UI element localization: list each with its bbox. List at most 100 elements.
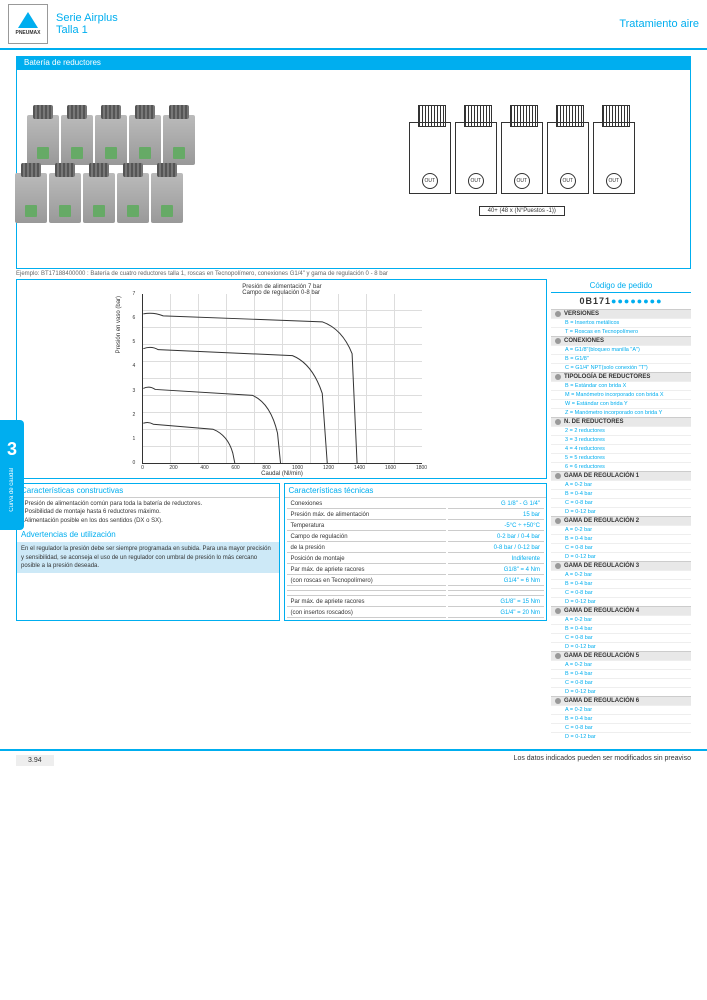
constructive-item: - Alimentación posible en los dos sentid…: [21, 517, 275, 525]
xtick: 1200: [323, 465, 334, 471]
bullet-icon: [555, 653, 561, 659]
code-option: 3 = 3 reductores: [551, 435, 691, 444]
code-option: A = 0-2 bar: [551, 480, 691, 489]
code-group-header: GAMA DE REGULACIÓN 4: [551, 607, 691, 615]
tech-value: Indiferente: [448, 555, 544, 564]
code-option: D = 0-12 bar: [551, 597, 691, 606]
tech-value: 15 bar: [448, 511, 544, 520]
code-group: N. DE REDUCTORES2 = 2 reductores3 = 3 re…: [551, 417, 691, 471]
tech-value: G1/8" = 4 Nm: [448, 566, 544, 575]
code-variable: ●●●●●●●●: [611, 296, 663, 306]
code-option: B = 0-4 bar: [551, 669, 691, 678]
code-option: D = 0-12 bar: [551, 552, 691, 561]
page-number: 3.94: [16, 755, 54, 766]
flow-chart: Presión de alimentación 7 barCampo de re…: [142, 294, 422, 464]
code-option: B = 0-4 bar: [551, 714, 691, 723]
section-label: Curva de caudal: [9, 468, 15, 512]
tech-label: [287, 593, 446, 596]
page-header: PNEUMAX Serie Airplus Talla 1 Tratamient…: [0, 0, 707, 50]
tech-label: Posición de montaje: [287, 555, 446, 564]
regulator-row-top: [27, 115, 344, 165]
dimension-formula: 40+ (48 x (N°Puestos -1)): [479, 206, 565, 216]
tech-value: 0-2 bar / 0-4 bar: [448, 533, 544, 542]
code-option: C = 0-8 bar: [551, 588, 691, 597]
code-option: A = G1/8"(bloqueo manilla "A"): [551, 345, 691, 354]
drawing-regulator: [455, 122, 497, 194]
logo: PNEUMAX: [8, 4, 48, 44]
product-image-box: 40+ (48 x (N°Puestos -1)): [16, 69, 691, 269]
content-area: Presión de alimentación 7 barCampo de re…: [16, 279, 691, 741]
tech-label: Par máx. de apriete racores: [287, 598, 446, 607]
tech-value: G 1/8" - G 1/4": [448, 500, 544, 509]
tech-label: Par máx. de apriete racores: [287, 566, 446, 575]
section-title: Batería de reductores: [16, 56, 691, 69]
xtick: 200: [169, 465, 177, 471]
technical-title: Características técnicas: [285, 484, 547, 498]
tech-value: G1/4" = 20 Nm: [448, 609, 544, 618]
tech-label: (con insertos roscados): [287, 609, 446, 618]
code-group: GAMA DE REGULACIÓN 4A = 0-2 barB = 0-4 b…: [551, 606, 691, 651]
tech-label: Presión máx. de alimentación: [287, 511, 446, 520]
bullet-icon: [555, 338, 561, 344]
regulator-unit: [83, 173, 115, 223]
code-group-header: GAMA DE REGULACIÓN 1: [551, 472, 691, 480]
header-left: Serie Airplus Talla 1: [56, 12, 619, 36]
code-group-header: VERSIONES: [551, 310, 691, 318]
code-option: C = G1/4" NPT(solo conexión "T"): [551, 363, 691, 372]
tech-label: (con roscas en Tecnopolímero): [287, 577, 446, 586]
code-group-header: GAMA DE REGULACIÓN 5: [551, 652, 691, 660]
table-row: Campo de regulación0-2 bar / 0-4 bar: [287, 533, 545, 542]
ytick: 0: [133, 460, 136, 466]
code-option: B = Insertos metálicos: [551, 318, 691, 327]
regulator-unit: [151, 173, 183, 223]
ytick: 3: [133, 388, 136, 394]
code-option: D = 0-12 bar: [551, 642, 691, 651]
technical-table: ConexionesG 1/8" - G 1/4" Presión máx. de…: [285, 498, 547, 620]
code-group: VERSIONESB = Insertos metálicosT = Rosca…: [551, 309, 691, 336]
order-code-title: Código de pedido: [551, 279, 691, 293]
bullet-icon: [555, 518, 561, 524]
code-group: TIPOLOGÍA DE REDUCTORESB = Estándar con …: [551, 372, 691, 417]
code-option: B = G1/8": [551, 354, 691, 363]
xtick: 1000: [292, 465, 303, 471]
order-code-column: Código de pedido 0B171●●●●●●●● VERSIONES…: [551, 279, 691, 741]
code-group: GAMA DE REGULACIÓN 2A = 0-2 barB = 0-4 b…: [551, 516, 691, 561]
code-group: GAMA DE REGULACIÓN 3A = 0-2 barB = 0-4 b…: [551, 561, 691, 606]
regulator-unit: [61, 115, 93, 165]
chart-ylabel: Presión en vaso (bar): [116, 295, 122, 352]
code-option: 6 = 6 reductores: [551, 462, 691, 471]
code-option: W = Estándar con brida Y: [551, 399, 691, 408]
drawing-regulator: [501, 122, 543, 194]
code-option: A = 0-2 bar: [551, 570, 691, 579]
drawing-regulator: [593, 122, 635, 194]
bullet-icon: [555, 374, 561, 380]
example-text: Ejemplo: BT17188400000 : Batería de cuat…: [0, 269, 707, 279]
xtick: 600: [231, 465, 239, 471]
code-option: A = 0-2 bar: [551, 525, 691, 534]
code-fixed: 0B171: [579, 296, 611, 306]
order-code-main: 0B171●●●●●●●●: [551, 293, 691, 309]
code-option: C = 0-8 bar: [551, 543, 691, 552]
ytick: 2: [133, 412, 136, 418]
table-row: ConexionesG 1/8" - G 1/4": [287, 500, 545, 509]
regulator-unit: [27, 115, 59, 165]
size-title: Talla 1: [56, 24, 619, 36]
bullet-icon: [555, 608, 561, 614]
left-column: Presión de alimentación 7 barCampo de re…: [16, 279, 547, 741]
code-option: C = 0-8 bar: [551, 498, 691, 507]
product-photo: [27, 80, 344, 258]
constructive-body: - Presión de alimentación común para tod…: [17, 498, 279, 527]
technical-box: Características técnicas ConexionesG 1/8…: [284, 483, 548, 621]
code-group: GAMA DE REGULACIÓN 1A = 0-2 barB = 0-4 b…: [551, 471, 691, 516]
xtick: 800: [262, 465, 270, 471]
code-group-header: TIPOLOGÍA DE REDUCTORES: [551, 373, 691, 381]
code-option: Z = Manómetro incorporado con brida Y: [551, 408, 691, 417]
code-group: GAMA DE REGULACIÓN 5A = 0-2 barB = 0-4 b…: [551, 651, 691, 696]
tech-value: G1/4" = 6 Nm: [448, 577, 544, 586]
code-group-header: N. DE REDUCTORES: [551, 418, 691, 426]
chart-container: Presión de alimentación 7 barCampo de re…: [16, 279, 547, 479]
page-footer: 3.94 Los datos indicados pueden ser modi…: [0, 749, 707, 770]
xtick: 0: [141, 465, 144, 471]
xtick: 400: [200, 465, 208, 471]
code-group-header: GAMA DE REGULACIÓN 2: [551, 517, 691, 525]
